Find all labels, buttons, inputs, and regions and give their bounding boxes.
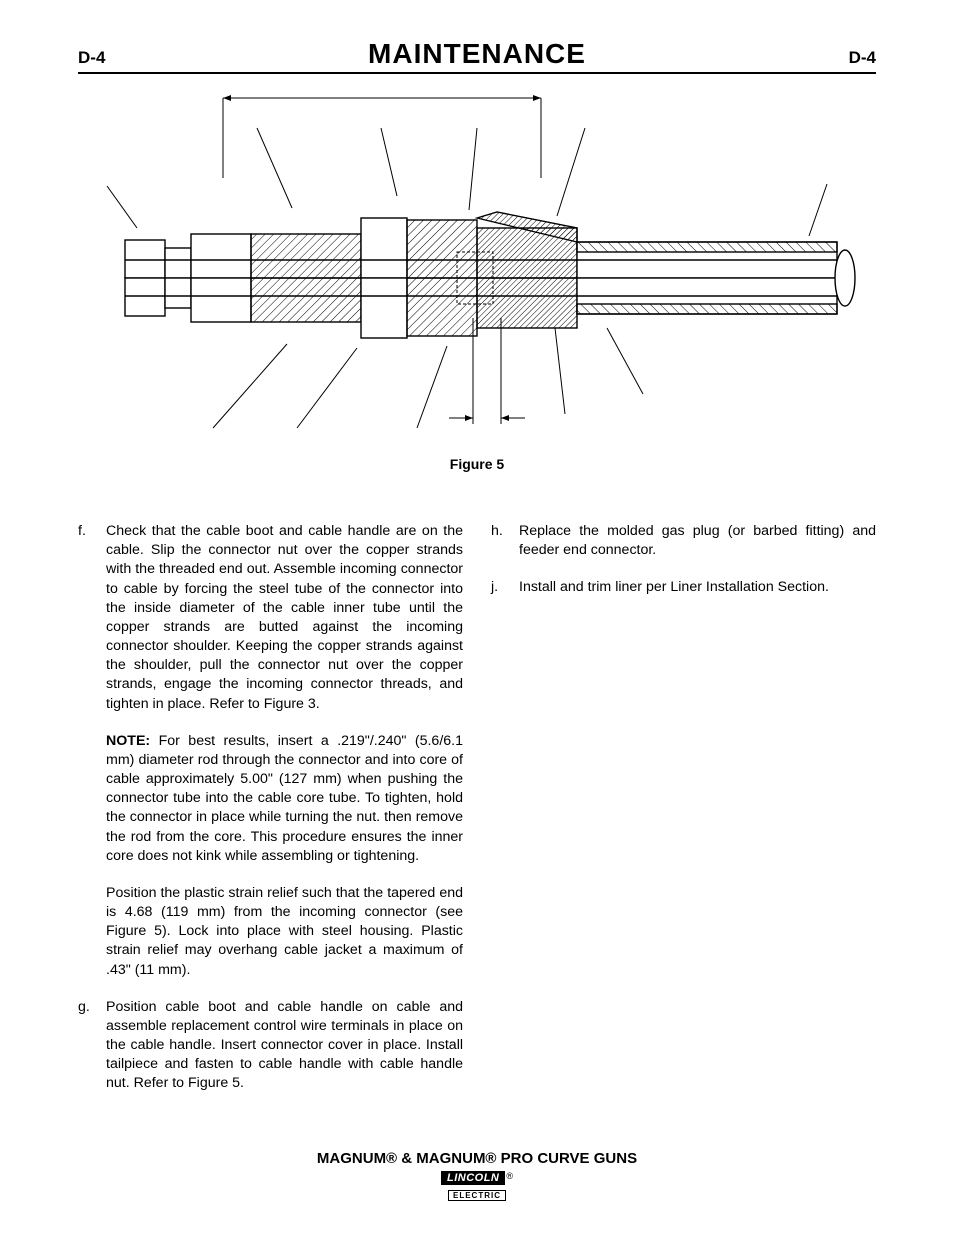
list-marker: h. [491,522,519,560]
left-column: f.Check that the cable boot and cable ha… [78,522,463,1112]
logo-subbrand: ELECTRIC [448,1190,506,1201]
list-item: j.Install and trim liner per Liner Insta… [491,578,876,597]
logo-wordmark: LINCOLN [441,1171,505,1185]
paragraph: Install and trim liner per Liner Install… [519,578,876,597]
list-body: Check that the cable boot and cable hand… [106,522,463,980]
list-body: Replace the molded gas plug (or barbed f… [519,522,876,560]
paragraph: Position cable boot and cable handle on … [106,998,463,1094]
figure-caption: Figure 5 [78,456,876,472]
body-columns: f.Check that the cable boot and cable ha… [78,522,876,1112]
list-item: f.Check that the cable boot and cable ha… [78,522,463,980]
page-title: MAINTENANCE [368,38,586,70]
page-code-left: D-4 [78,48,105,68]
note-label: NOTE: [106,733,159,749]
figure-diagram [78,82,876,452]
list-body: Install and trim liner per Liner Install… [519,578,876,597]
page-header: D-4 MAINTENANCE D-4 [78,38,876,74]
list-marker: j. [491,578,519,597]
page-code-right: D-4 [849,48,876,68]
footer-product-line: MAGNUM® & MAGNUM® PRO CURVE GUNS [0,1150,954,1167]
list-item: g.Position cable boot and cable handle o… [78,998,463,1094]
paragraph: Position the plastic strain relief such … [106,884,463,980]
brand-logo: LINCOLN® ELECTRIC [441,1171,513,1201]
paragraph: Replace the molded gas plug (or barbed f… [519,522,876,560]
paragraph: NOTE: For best results, insert a .219"/.… [106,732,463,866]
list-marker: g. [78,998,106,1094]
list-body: Position cable boot and cable handle on … [106,998,463,1094]
list-marker: f. [78,522,106,980]
list-item: h.Replace the molded gas plug (or barbed… [491,522,876,560]
registered-icon: ® [506,1171,513,1181]
paragraph: Check that the cable boot and cable hand… [106,522,463,714]
right-column: h.Replace the molded gas plug (or barbed… [491,522,876,1112]
cross-section-diagram [97,88,857,448]
page-footer: MAGNUM® & MAGNUM® PRO CURVE GUNS LINCOLN… [0,1150,954,1203]
